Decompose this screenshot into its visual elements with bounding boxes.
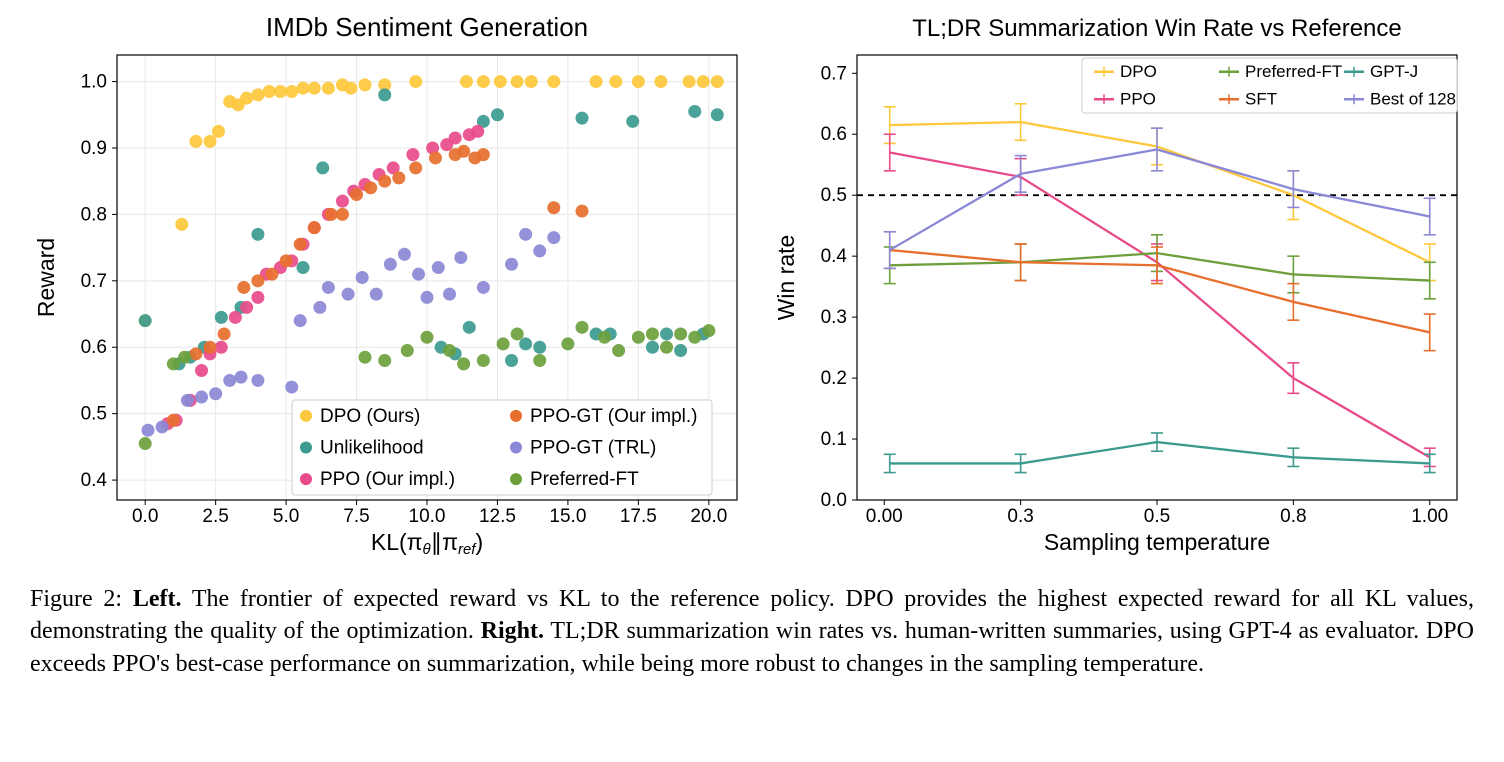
svg-text:KL(πθ∥πref): KL(πθ∥πref) bbox=[371, 529, 483, 558]
svg-text:15.0: 15.0 bbox=[549, 506, 586, 527]
svg-text:0.5: 0.5 bbox=[1144, 506, 1170, 527]
svg-text:0.2: 0.2 bbox=[821, 368, 847, 389]
svg-text:0.0: 0.0 bbox=[132, 506, 158, 527]
svg-text:0.3: 0.3 bbox=[1007, 506, 1033, 527]
svg-text:17.5: 17.5 bbox=[620, 506, 657, 527]
svg-text:0.7: 0.7 bbox=[821, 63, 847, 84]
svg-text:GPT-J: GPT-J bbox=[1370, 62, 1418, 81]
svg-text:20.0: 20.0 bbox=[690, 506, 727, 527]
caption-label: Figure 2: bbox=[30, 586, 122, 612]
svg-text:12.5: 12.5 bbox=[479, 506, 516, 527]
svg-text:DPO: DPO bbox=[1120, 62, 1157, 81]
svg-text:0.8: 0.8 bbox=[81, 204, 107, 225]
svg-text:Sampling temperature: Sampling temperature bbox=[1044, 529, 1270, 555]
svg-text:Reward: Reward bbox=[33, 238, 59, 317]
svg-text:DPO (Ours): DPO (Ours) bbox=[320, 406, 420, 427]
svg-text:0.5: 0.5 bbox=[821, 185, 847, 206]
svg-text:5.0: 5.0 bbox=[273, 506, 299, 527]
caption-right-bold: Right. bbox=[481, 618, 544, 644]
svg-text:0.1: 0.1 bbox=[821, 429, 847, 450]
svg-text:0.6: 0.6 bbox=[821, 124, 847, 145]
svg-text:0.4: 0.4 bbox=[81, 470, 108, 491]
svg-text:0.5: 0.5 bbox=[81, 404, 107, 425]
svg-text:2.5: 2.5 bbox=[202, 506, 228, 527]
svg-text:0.0: 0.0 bbox=[821, 490, 847, 511]
svg-text:0.3: 0.3 bbox=[821, 307, 847, 328]
svg-text:TL;DR Summarization Win Rate v: TL;DR Summarization Win Rate vs Referenc… bbox=[912, 15, 1402, 42]
svg-text:0.8: 0.8 bbox=[1280, 506, 1306, 527]
svg-text:10.0: 10.0 bbox=[409, 506, 446, 527]
svg-text:Preferred-FT: Preferred-FT bbox=[530, 469, 639, 490]
svg-text:0.00: 0.00 bbox=[866, 506, 903, 527]
svg-text:PPO-GT (Our impl.): PPO-GT (Our impl.) bbox=[530, 406, 698, 427]
svg-text:SFT: SFT bbox=[1245, 89, 1277, 108]
svg-text:0.9: 0.9 bbox=[81, 138, 107, 159]
svg-text:Win rate: Win rate bbox=[773, 235, 799, 321]
svg-text:PPO (Our impl.): PPO (Our impl.) bbox=[320, 469, 455, 490]
right-chart-container: 0.00 0.3 0.5 0.8 1.00 0.0 0.1 0.2 0.3 0.4 0.5 0.6 0.… bbox=[772, 10, 1472, 565]
figure-caption: Figure 2: Left. The frontier of expected… bbox=[30, 583, 1474, 680]
svg-text:1.0: 1.0 bbox=[81, 72, 107, 93]
left-chart: 0.0 2.5 5.0 7.5 10.0 12.5 15.0 17.5 20.0 0.4 0.5 0.… bbox=[32, 10, 752, 560]
svg-text:Preferred-FT: Preferred-FT bbox=[1245, 62, 1342, 81]
svg-text:Unlikelihood: Unlikelihood bbox=[320, 438, 424, 459]
svg-text:IMDb Sentiment Generation: IMDb Sentiment Generation bbox=[266, 12, 588, 42]
svg-text:Best of 128: Best of 128 bbox=[1370, 89, 1456, 108]
svg-text:PPO: PPO bbox=[1120, 89, 1156, 108]
svg-text:0.6: 0.6 bbox=[81, 337, 107, 358]
svg-text:7.5: 7.5 bbox=[343, 506, 369, 527]
right-chart: 0.00 0.3 0.5 0.8 1.00 0.0 0.1 0.2 0.3 0.4 0.5 0.6 0.… bbox=[772, 10, 1472, 560]
svg-text:0.4: 0.4 bbox=[821, 246, 848, 267]
caption-left-bold: Left. bbox=[133, 586, 182, 612]
svg-text:1.00: 1.00 bbox=[1411, 506, 1448, 527]
figure-row: 0.02.55.07.510.012.515.017.520.00.40.50.… bbox=[30, 10, 1474, 565]
svg-text:PPO-GT (TRL): PPO-GT (TRL) bbox=[530, 438, 656, 459]
left-chart-container: 0.0 2.5 5.0 7.5 10.0 12.5 15.0 17.5 20.0 0.4 0.5 0.… bbox=[32, 10, 752, 565]
svg-text:0.7: 0.7 bbox=[81, 271, 107, 292]
